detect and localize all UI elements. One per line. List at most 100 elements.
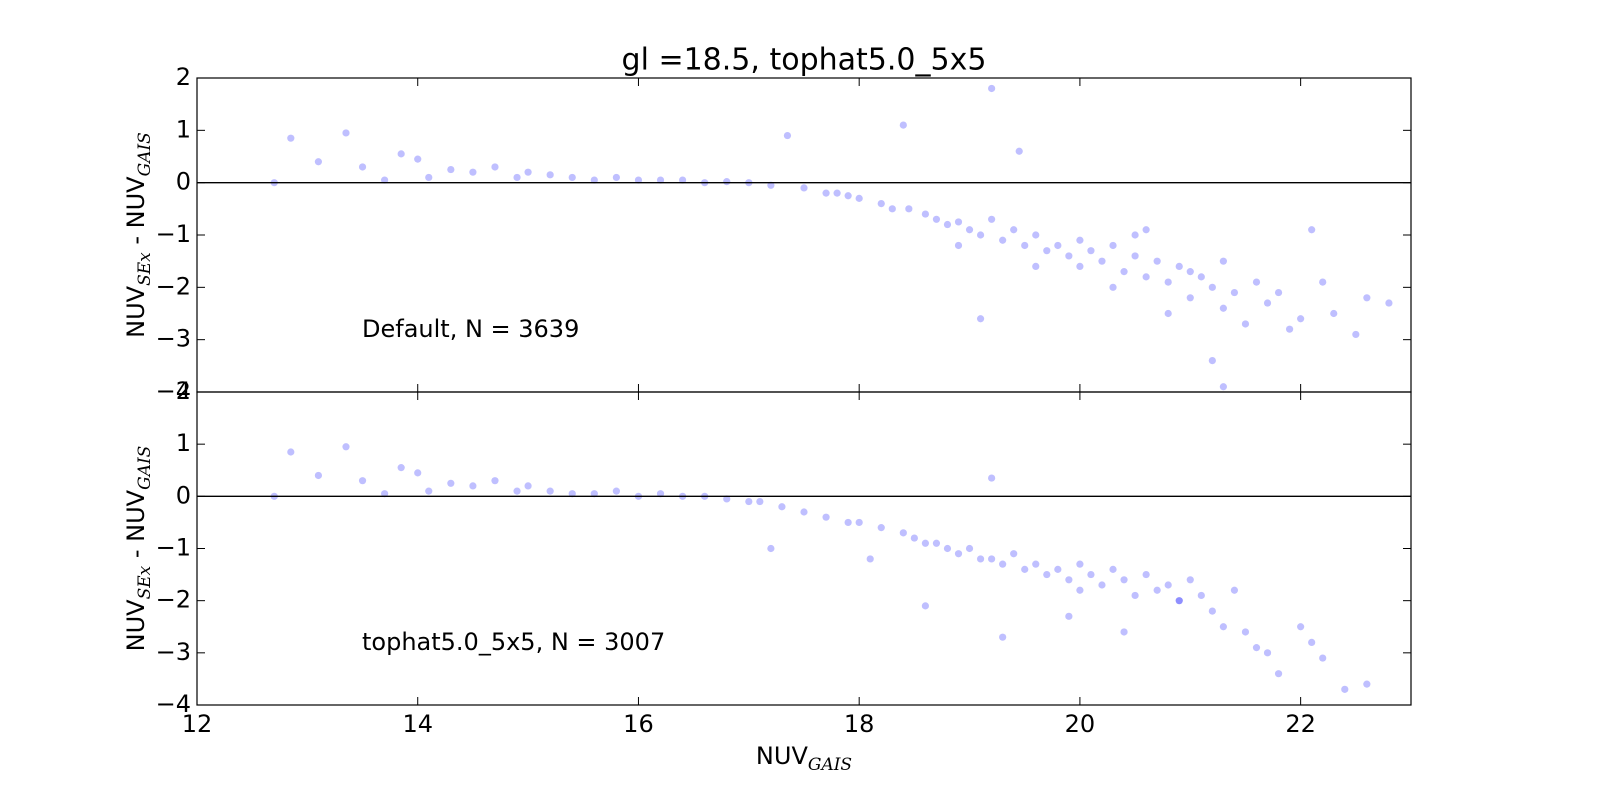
- label-subscript: SEx: [135, 565, 155, 599]
- point: [844, 518, 852, 527]
- point: [1219, 383, 1227, 391]
- label-text: - NUV: [122, 489, 150, 565]
- point: [1241, 628, 1250, 636]
- point: [954, 218, 963, 226]
- point: [1330, 309, 1338, 318]
- point: [745, 497, 753, 506]
- point: [1341, 685, 1349, 693]
- point: [822, 189, 830, 197]
- point: [358, 477, 367, 485]
- y-tick-label: −3: [156, 638, 191, 666]
- point: [1109, 283, 1117, 291]
- point: [1065, 576, 1073, 584]
- point: [612, 173, 620, 182]
- point: [634, 176, 643, 184]
- y-tick-label: −2: [156, 586, 191, 614]
- point: [999, 633, 1007, 641]
- point: [976, 555, 985, 563]
- point: [1274, 670, 1283, 678]
- point: [1131, 231, 1139, 239]
- point: [1120, 576, 1128, 584]
- point: [1186, 268, 1194, 276]
- point: [1286, 325, 1294, 333]
- point: [965, 544, 974, 553]
- x-tick-label: 16: [623, 710, 654, 738]
- point: [1032, 231, 1040, 239]
- point: [1274, 288, 1283, 297]
- point: [1065, 252, 1073, 260]
- point: [800, 508, 808, 516]
- point: [612, 487, 620, 495]
- point: [469, 482, 477, 490]
- point: [447, 165, 455, 174]
- point: [1120, 628, 1128, 636]
- point: [1098, 257, 1106, 265]
- point: [965, 226, 974, 234]
- point: [1208, 607, 1216, 615]
- point: [767, 544, 775, 553]
- point: [1219, 257, 1227, 265]
- point: [1219, 623, 1227, 631]
- x-tick-label: 22: [1285, 710, 1316, 738]
- point: [524, 168, 532, 176]
- point: [590, 490, 598, 498]
- y-tick-label: 1: [176, 429, 191, 457]
- x-tick-label: 12: [182, 710, 213, 738]
- point: [1208, 283, 1216, 291]
- point: [447, 479, 455, 487]
- point: [1021, 565, 1029, 573]
- point: [1010, 226, 1018, 234]
- point: [287, 448, 295, 456]
- point: [1241, 320, 1250, 328]
- point: [976, 315, 985, 323]
- x-tick-label: 18: [844, 710, 875, 738]
- point: [800, 184, 808, 192]
- point: [1263, 649, 1272, 657]
- point: [1076, 236, 1084, 244]
- point: [1230, 288, 1239, 297]
- y-tick-label: −4: [156, 377, 191, 405]
- label-subscript: GAIS: [135, 446, 155, 490]
- y-tick-label: 0: [176, 168, 191, 196]
- y-tick-label: 2: [176, 377, 191, 405]
- point: [905, 205, 913, 213]
- point: [1297, 315, 1305, 323]
- point: [1363, 294, 1371, 302]
- point: [1076, 586, 1084, 594]
- label-subscript: SEx: [135, 252, 155, 286]
- y-tick-label: 2: [176, 63, 191, 91]
- label-text: - NUV: [122, 176, 150, 252]
- point: [1208, 357, 1216, 365]
- point: [1164, 278, 1172, 286]
- point: [679, 176, 687, 184]
- point: [767, 181, 775, 189]
- point: [1010, 550, 1018, 558]
- point: [723, 178, 731, 186]
- point: [1043, 570, 1051, 579]
- point: [1197, 591, 1205, 600]
- point: [1131, 591, 1139, 600]
- point: [954, 241, 963, 250]
- point: [513, 173, 521, 182]
- point: [1076, 262, 1084, 270]
- point: [866, 555, 874, 563]
- point: [1197, 273, 1205, 281]
- point: [590, 176, 598, 184]
- point: [921, 210, 930, 218]
- point: [397, 464, 405, 472]
- point: [342, 129, 350, 137]
- point: [877, 200, 885, 208]
- point: [1252, 644, 1261, 652]
- x-tick-label: 20: [1065, 710, 1096, 738]
- point: [546, 487, 554, 495]
- y-axis-label: NUVSEx - NUVGAIS: [122, 446, 155, 652]
- x-axis-label: NUVGAIS: [756, 742, 852, 775]
- point: [899, 529, 907, 537]
- point: [999, 236, 1007, 244]
- y-tick-label: 1: [176, 115, 191, 143]
- point: [1252, 278, 1261, 286]
- point: [783, 131, 792, 140]
- point: [1263, 299, 1272, 307]
- point: [1142, 273, 1150, 281]
